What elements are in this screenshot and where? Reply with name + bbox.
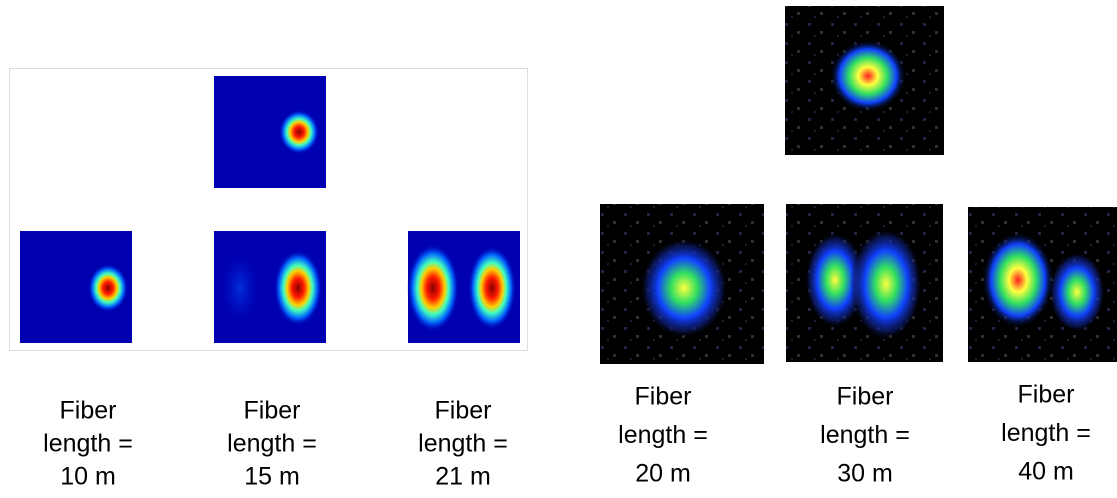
caption-line: 20 m: [635, 460, 691, 488]
caption-line: length =: [1001, 419, 1091, 447]
exp-image: [600, 204, 764, 364]
caption-line: 21 m: [435, 463, 491, 491]
sim-image: [20, 231, 132, 343]
captions: Fiber length = 10 m Fiber length = 15 m Fiber l…: [43, 381, 1091, 491]
caption-line: Fiber: [635, 383, 692, 411]
caption-line: 30 m: [837, 460, 893, 488]
caption-line: length =: [43, 430, 133, 458]
caption-line: length =: [618, 421, 708, 449]
caption-line: Fiber: [1018, 381, 1075, 409]
exp-image: [786, 204, 943, 362]
caption-line: 10 m: [60, 463, 116, 491]
sim-image: [407, 231, 520, 343]
caption-line: Fiber: [244, 397, 301, 425]
caption-line: Fiber: [837, 383, 894, 411]
caption-line: Fiber: [60, 397, 117, 425]
page: Fiber length = 10 m Fiber length = 15 m Fiber l…: [0, 0, 1117, 498]
caption-line: 15 m: [244, 463, 300, 491]
figure: Fiber length = 10 m Fiber length = 15 m Fiber l…: [0, 0, 1117, 493]
sim-image: [214, 76, 326, 188]
caption-line: length =: [820, 421, 910, 449]
sim-image: [214, 231, 326, 343]
exp-image: [968, 207, 1117, 362]
caption-line: length =: [227, 430, 317, 458]
caption-line: length =: [418, 430, 508, 458]
caption-line: 40 m: [1018, 458, 1074, 486]
caption-line: Fiber: [435, 397, 492, 425]
exp-image: [785, 6, 944, 155]
